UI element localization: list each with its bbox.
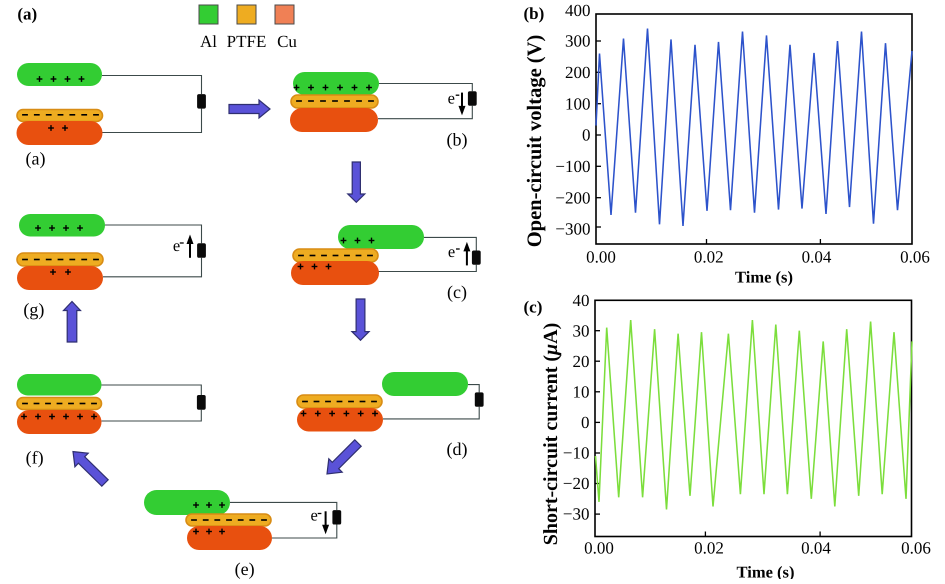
svg-text:20: 20 xyxy=(573,352,590,371)
svg-text:0.00: 0.00 xyxy=(584,539,614,558)
svg-text:(b): (b) xyxy=(524,4,545,23)
svg-text:0: 0 xyxy=(581,413,590,432)
svg-text:(g): (g) xyxy=(23,300,44,320)
svg-text:(f): (f) xyxy=(26,448,44,468)
svg-text:e: e xyxy=(448,88,455,107)
svg-text:(e): (e) xyxy=(235,559,255,579)
svg-text:−10: −10 xyxy=(563,444,590,463)
svg-text:300: 300 xyxy=(565,32,591,51)
svg-text:0.06: 0.06 xyxy=(900,248,930,267)
svg-text:0.04: 0.04 xyxy=(801,539,831,558)
svg-text:0.06: 0.06 xyxy=(901,539,931,558)
svg-text:e: e xyxy=(173,236,180,255)
svg-text:100: 100 xyxy=(565,94,591,113)
svg-text:40: 40 xyxy=(573,291,590,310)
svg-text:0.02: 0.02 xyxy=(694,248,724,267)
svg-text:(d): (d) xyxy=(447,439,468,459)
svg-text:200: 200 xyxy=(565,63,591,82)
svg-text:(b): (b) xyxy=(447,130,468,150)
svg-text:0.04: 0.04 xyxy=(802,248,832,267)
svg-text:30: 30 xyxy=(573,321,590,340)
svg-text:Open-circuit voltage (V): Open-circuit voltage (V) xyxy=(524,35,546,248)
svg-text:PTFE: PTFE xyxy=(227,32,267,51)
svg-text:e: e xyxy=(311,506,318,525)
svg-text:−300: −300 xyxy=(555,220,590,239)
svg-text:−30: −30 xyxy=(563,505,590,524)
svg-text:0: 0 xyxy=(582,126,591,145)
svg-text:Time (s): Time (s) xyxy=(737,563,795,580)
svg-text:(c): (c) xyxy=(524,297,543,316)
svg-text:0.00: 0.00 xyxy=(586,248,616,267)
svg-text:−200: −200 xyxy=(555,188,590,207)
svg-text:10: 10 xyxy=(573,382,590,401)
svg-text:(a): (a) xyxy=(17,4,37,23)
svg-text:−20: −20 xyxy=(563,474,590,493)
svg-text:Cu: Cu xyxy=(277,32,297,51)
svg-text:Short-circuit current (μA): Short-circuit current (μA) xyxy=(540,323,562,546)
svg-text:(a): (a) xyxy=(26,149,46,169)
svg-text:0.02: 0.02 xyxy=(694,539,724,558)
svg-text:Time (s): Time (s) xyxy=(735,268,793,287)
svg-text:e: e xyxy=(448,242,455,261)
svg-text:400: 400 xyxy=(565,1,591,20)
svg-text:(c): (c) xyxy=(447,282,467,302)
svg-text:−100: −100 xyxy=(555,157,590,176)
svg-text:Al: Al xyxy=(200,32,217,51)
